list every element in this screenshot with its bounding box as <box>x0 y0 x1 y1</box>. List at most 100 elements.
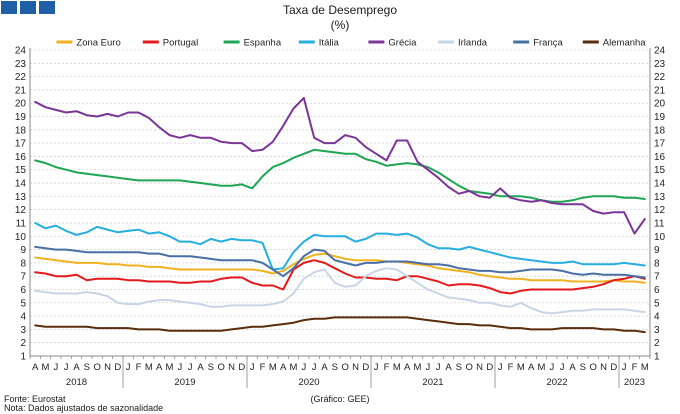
x-month-label: D <box>238 362 245 373</box>
series-line-it-lia <box>34 222 646 271</box>
x-month-label: J <box>312 362 317 373</box>
x-month-label: F <box>632 362 638 373</box>
x-month-label: A <box>321 362 328 373</box>
x-year-label: 2020 <box>298 377 319 388</box>
x-month-label: M <box>393 362 401 373</box>
y-tick-label-left: 13 <box>15 192 27 203</box>
y-tick-label-left: 22 <box>15 72 27 83</box>
x-month-label: N <box>104 362 111 373</box>
x-month-label: F <box>260 362 266 373</box>
x-month-label: N <box>600 362 607 373</box>
y-tick-label-right: 5 <box>654 298 660 309</box>
series-line-fran-a <box>34 245 646 279</box>
y-tick-label-left: 7 <box>20 272 26 283</box>
y-tick-label-right: 16 <box>654 152 666 163</box>
series-line-portugal <box>34 259 646 295</box>
y-tick-label-left: 8 <box>20 258 26 269</box>
y-tick-label-left: 3 <box>20 325 26 336</box>
x-month-label: J <box>374 362 379 373</box>
x-month-label: O <box>465 362 472 373</box>
y-tick-label-right: 14 <box>654 179 666 190</box>
x-month-label: J <box>622 362 627 373</box>
y-tick-label-left: 4 <box>20 312 26 323</box>
x-month-label: J <box>560 362 565 373</box>
x-month-label: S <box>84 362 90 373</box>
x-month-label: A <box>528 362 535 373</box>
chart-subtitle: (%) <box>330 18 350 32</box>
x-month-label: D <box>610 362 617 373</box>
x-month-label: A <box>280 362 287 373</box>
x-month-label: F <box>384 362 390 373</box>
x-month-label: O <box>589 362 596 373</box>
x-month-label: A <box>569 362 576 373</box>
series-line-zona-euro <box>34 252 646 284</box>
chart-title: Taxa de Desemprego <box>282 3 398 17</box>
y-tick-label-right: 20 <box>654 99 666 110</box>
x-month-label: M <box>145 362 153 373</box>
y-tick-label-right: 8 <box>654 258 660 269</box>
series-line-irlanda <box>34 267 646 315</box>
y-tick-label-left: 11 <box>16 218 27 229</box>
chart-title-block: Taxa de Desemprego (%) <box>0 3 680 33</box>
x-year-label: 2023 <box>624 377 645 388</box>
y-tick-label-right: 21 <box>654 85 666 96</box>
x-month-label: J <box>301 362 306 373</box>
chart-credit: (Gráfico: GEE) <box>310 394 370 404</box>
x-year-label: 2021 <box>422 377 443 388</box>
legend-label: Alemanha <box>603 38 646 49</box>
y-tick-label-left: 12 <box>15 205 27 216</box>
x-month-label: J <box>436 362 441 373</box>
x-month-label: O <box>341 362 348 373</box>
y-tick-label-right: 13 <box>654 192 666 203</box>
x-month-label: D <box>362 362 369 373</box>
x-month-label: O <box>217 362 224 373</box>
y-tick-label-right: 1 <box>654 352 660 363</box>
x-month-label: J <box>549 362 554 373</box>
x-month-label: A <box>445 362 452 373</box>
y-tick-label-left: 1 <box>20 352 26 363</box>
x-month-label: S <box>580 362 586 373</box>
y-tick-label-left: 10 <box>15 232 27 243</box>
y-tick-label-right: 4 <box>654 312 660 323</box>
legend-label: França <box>533 38 563 49</box>
x-month-label: D <box>486 362 493 373</box>
legend-label: Espanha <box>244 38 282 49</box>
y-tick-label-left: 6 <box>20 285 26 296</box>
y-tick-label-left: 24 <box>15 46 27 57</box>
x-month-label: A <box>73 362 80 373</box>
x-month-label: N <box>352 362 359 373</box>
y-tick-label-right: 23 <box>654 59 666 70</box>
y-tick-label-left: 17 <box>15 139 27 150</box>
logo-block <box>1 1 17 14</box>
x-month-label: S <box>208 362 214 373</box>
logo-block <box>39 1 55 14</box>
x-month-label: F <box>508 362 514 373</box>
x-month-label: M <box>166 362 174 373</box>
x-year-label: 2022 <box>546 377 567 388</box>
x-month-label: J <box>126 362 131 373</box>
x-month-label: M <box>269 362 277 373</box>
y-tick-label-right: 22 <box>654 72 666 83</box>
y-tick-label-right: 10 <box>654 232 666 243</box>
x-month-label: J <box>177 362 182 373</box>
x-month-label: F <box>136 362 142 373</box>
series-line-alemanha <box>34 316 646 334</box>
x-month-label: J <box>250 362 255 373</box>
y-tick-label-right: 19 <box>654 112 666 123</box>
legend-label: Portugal <box>163 38 198 49</box>
legend-label: Itália <box>319 38 340 49</box>
series-line-gr-cia <box>34 96 646 235</box>
x-month-label: N <box>228 362 235 373</box>
gee-logo <box>1 1 55 14</box>
x-month-label: A <box>32 362 39 373</box>
x-year-label: 2019 <box>174 377 195 388</box>
x-month-label: S <box>332 362 338 373</box>
x-month-label: N <box>476 362 483 373</box>
x-month-label: J <box>53 362 58 373</box>
y-tick-label-left: 2 <box>20 338 26 349</box>
x-month-label: J <box>64 362 69 373</box>
x-month-label: D <box>114 362 121 373</box>
x-month-label: M <box>538 362 546 373</box>
y-tick-label-right: 15 <box>654 165 666 176</box>
